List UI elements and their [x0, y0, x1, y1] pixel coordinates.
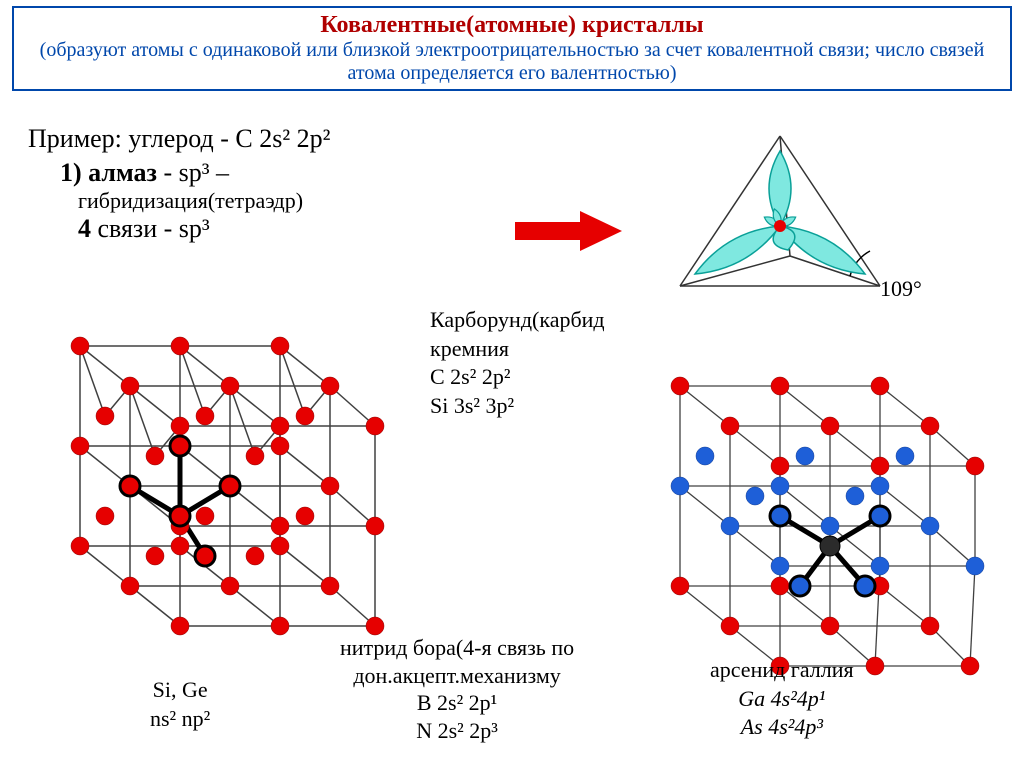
bn-l4: N 2s² 2p³: [340, 717, 574, 745]
sige-l2: ns² np²: [150, 705, 210, 734]
gaas-block: арсенид галлия Ga 4s²4p¹ As 4s²4p³: [710, 656, 854, 742]
angle-label: 109°: [880, 276, 922, 302]
gaas-l1: арсенид галлия: [710, 656, 854, 685]
diamond-lattice: [10, 286, 410, 666]
carb-l1: Карборунд(карбид: [430, 306, 605, 335]
carb-l2: кремния: [430, 335, 605, 364]
gaas-l2: Ga 4s²4p¹: [710, 685, 854, 714]
si-ge-block: Si, Ge ns² np²: [150, 676, 210, 733]
carborundum-block: Карборунд(карбид кремния C 2s² 2p² Si 3s…: [430, 306, 605, 420]
gaas-l3: As 4s²4p³: [710, 713, 854, 742]
carb-l3: C 2s² 2p²: [430, 363, 605, 392]
carb-l4: Si 3s² 3p²: [430, 392, 605, 421]
bn-l1: нитрид бора(4-я связь по: [340, 634, 574, 662]
sige-l1: Si, Ge: [150, 676, 210, 705]
bn-l3: B 2s² 2p¹: [340, 689, 574, 717]
bn-block: нитрид бора(4-я связь по дон.акцепт.меха…: [340, 634, 574, 744]
bn-l2: дон.акцепт.механизму: [340, 662, 574, 690]
